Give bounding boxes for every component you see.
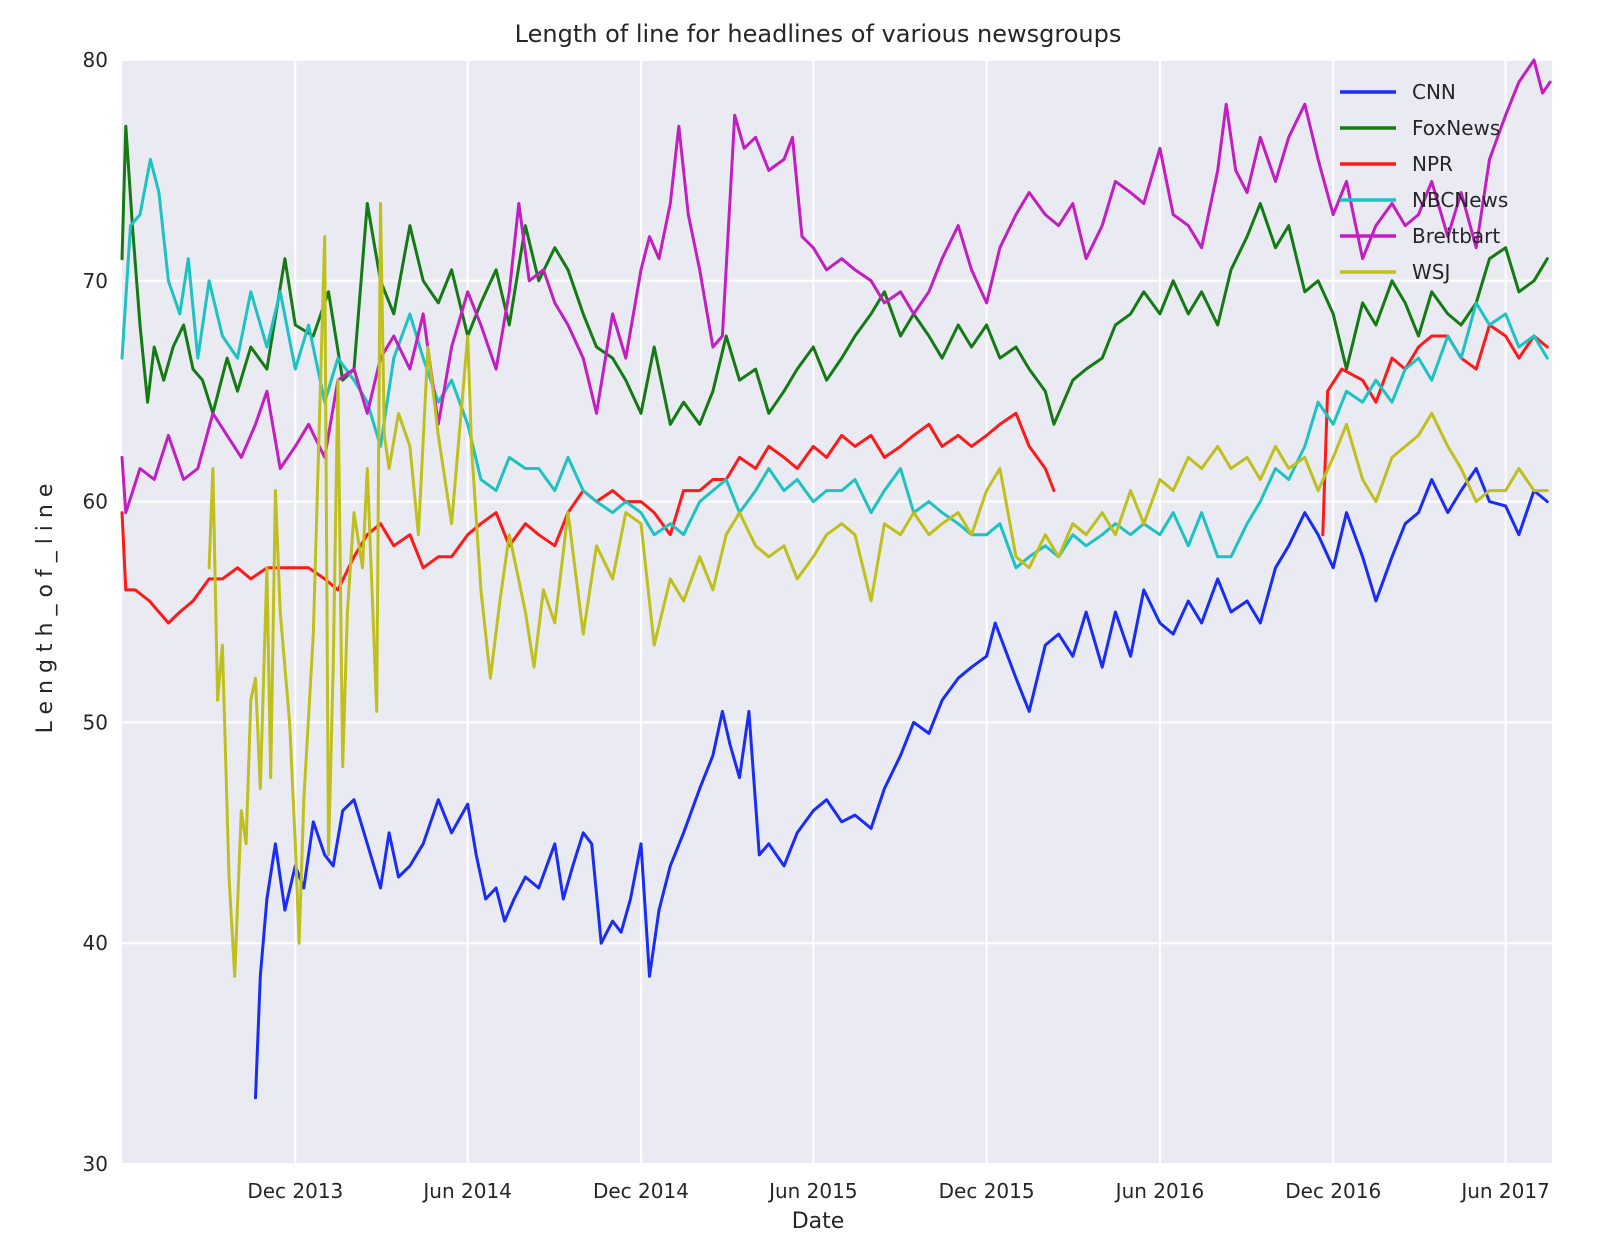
chart-title: Length of line for headlines of various … xyxy=(515,20,1122,48)
y-tick-label: 80 xyxy=(83,48,108,72)
series-line-breitbart xyxy=(120,58,1552,515)
legend-label-foxnews: FoxNews xyxy=(1412,116,1500,140)
y-axis-label: Length_of_line xyxy=(33,477,58,734)
x-tick-label: Jun 2016 xyxy=(1114,1179,1205,1203)
axis-ticks: 30 40 50 60 70 80 Dec 2013 Jun 2014 Dec 2014 Jun … xyxy=(83,48,1550,1203)
legend-label-nbcnews: NBCNews xyxy=(1412,188,1508,212)
x-tick-label: Jun 2015 xyxy=(767,1179,858,1203)
y-tick-label: 50 xyxy=(83,710,108,734)
legend-label-cnn: CNN xyxy=(1412,80,1456,104)
series-line-wsj xyxy=(207,202,1549,978)
x-tick-label: Dec 2016 xyxy=(1285,1179,1381,1203)
x-tick-label: Jun 2014 xyxy=(421,1179,512,1203)
legend: CNN FoxNews NPR NBCNews Breitbart WSJ xyxy=(1340,80,1508,284)
x-tick-label: Dec 2015 xyxy=(939,1179,1035,1203)
x-tick-label: Dec 2014 xyxy=(593,1179,689,1203)
series-line-foxnews xyxy=(120,124,1549,426)
y-tick-label: 30 xyxy=(83,1152,108,1176)
y-tick-label: 40 xyxy=(83,931,108,955)
legend-label-npr: NPR xyxy=(1412,152,1453,176)
legend-label-wsj: WSJ xyxy=(1412,260,1450,284)
y-tick-label: 70 xyxy=(83,269,108,293)
legend-label-breitbart: Breitbart xyxy=(1412,224,1500,248)
series-lines xyxy=(120,58,1552,1100)
grid xyxy=(122,59,1552,1165)
x-tick-label: Dec 2013 xyxy=(247,1179,343,1203)
series-line-cnn xyxy=(254,467,1549,1100)
x-tick-label: Jun 2017 xyxy=(1459,1179,1550,1203)
plot-area xyxy=(122,60,1552,1164)
x-axis-label: Date xyxy=(792,1209,845,1234)
y-tick-label: 60 xyxy=(83,490,108,514)
series-line-npr xyxy=(120,323,1549,625)
